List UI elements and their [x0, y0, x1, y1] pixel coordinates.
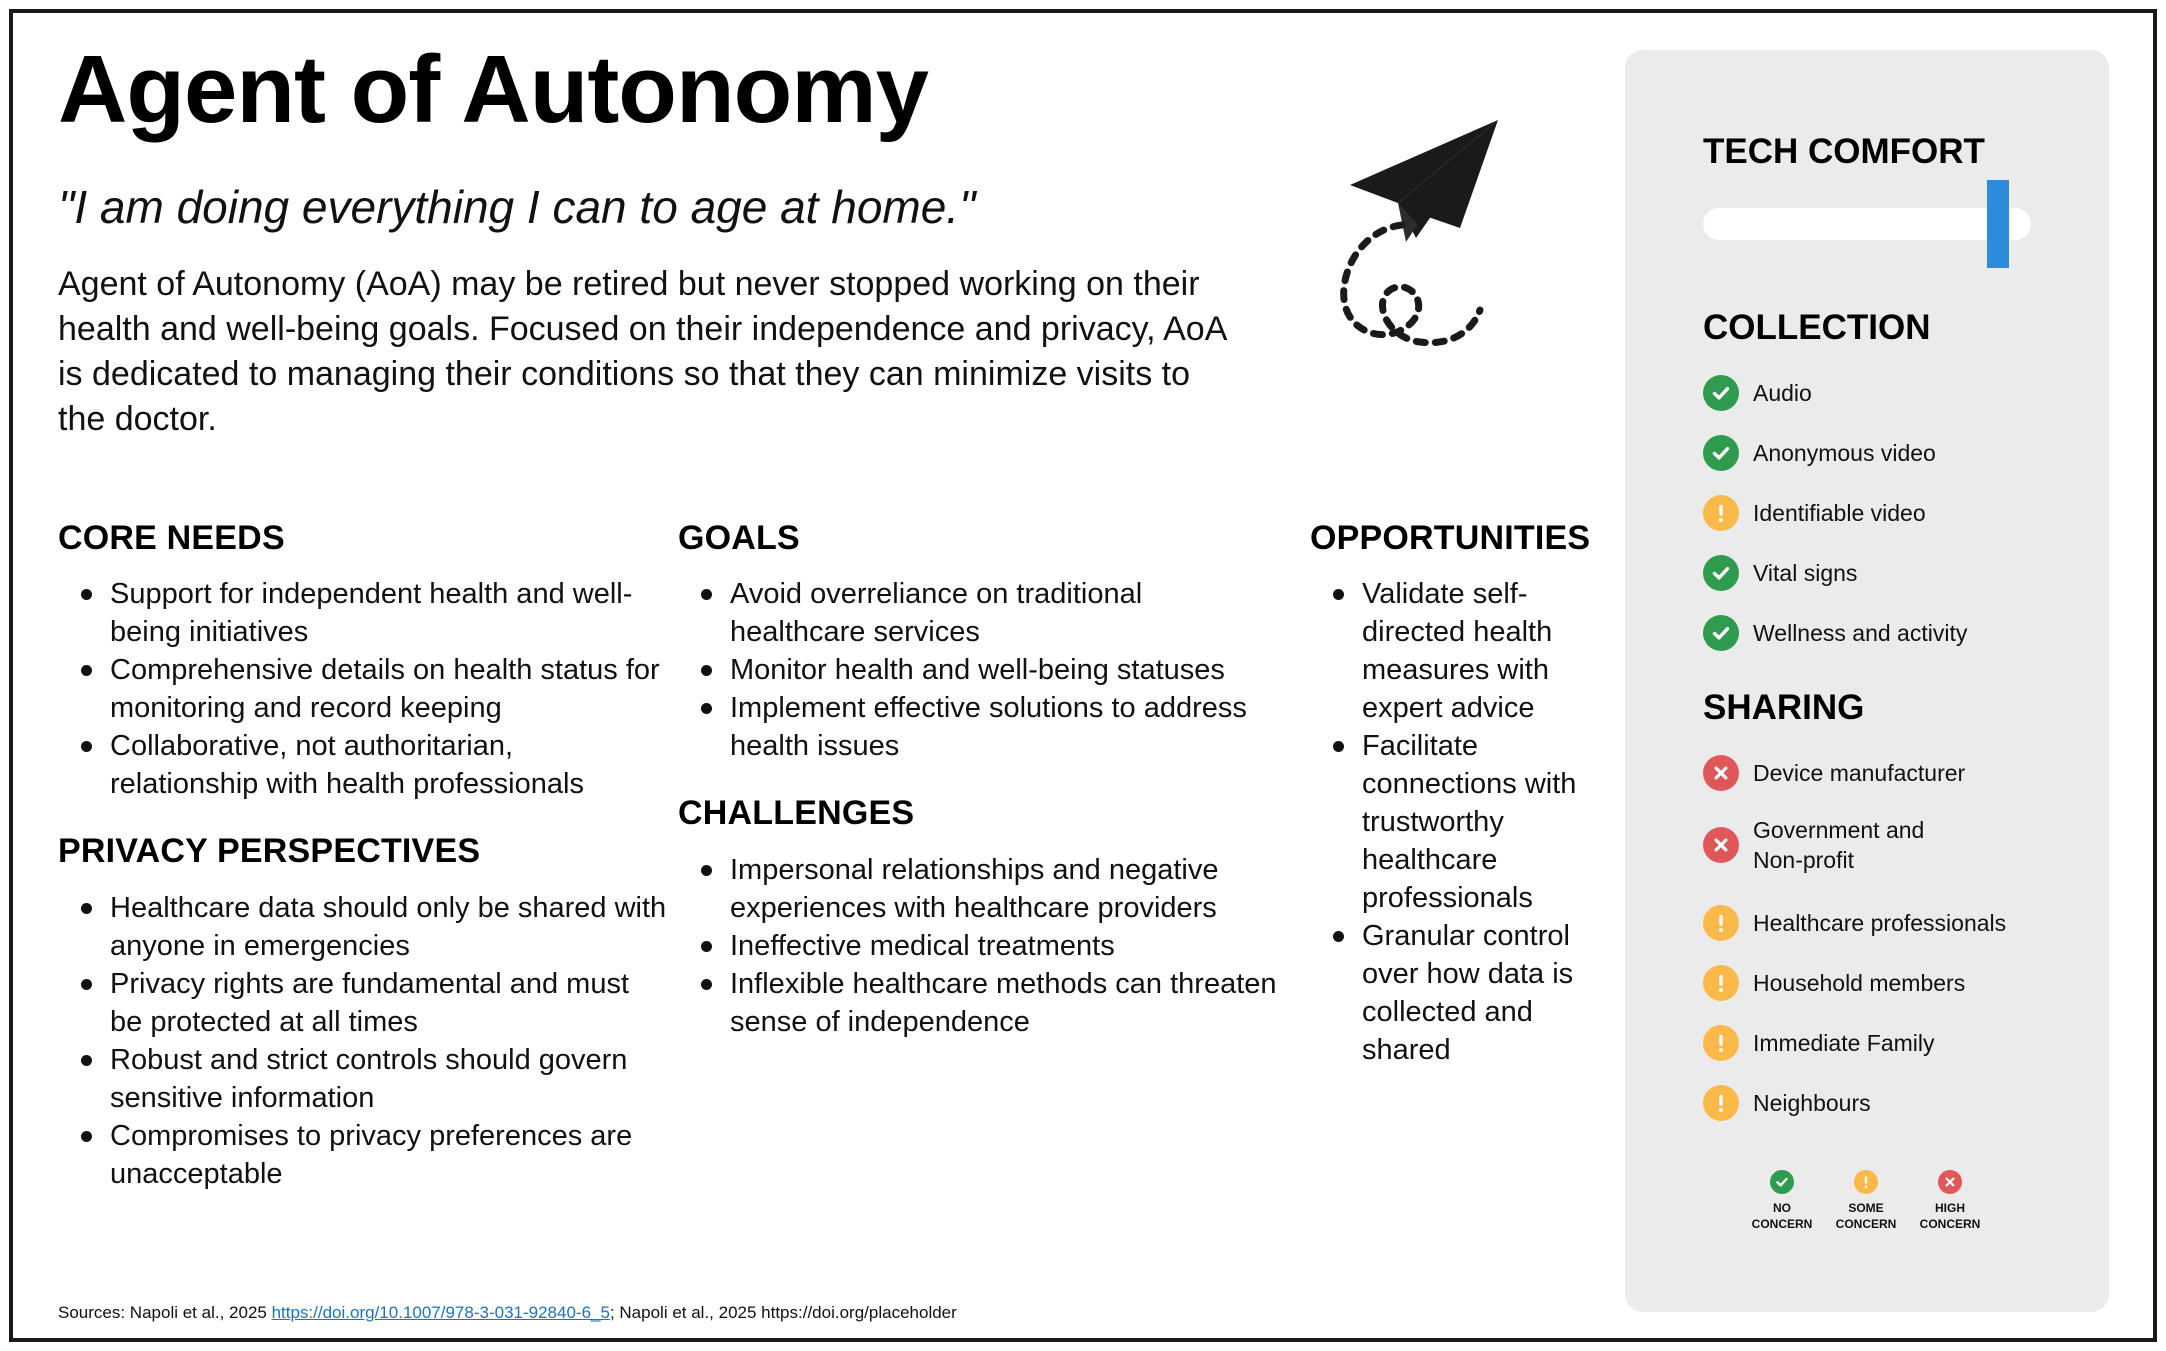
sharing-row: Government and Non-profit [1703, 815, 1924, 875]
legend-item: NO CONCERN [1737, 1170, 1827, 1232]
collection-heading: COLLECTION [1703, 308, 1931, 347]
column-left: CORE NEEDS Support for independent healt… [58, 519, 668, 1223]
warning-circle-icon [1703, 495, 1739, 531]
sharing-label: Neighbours [1753, 1090, 1871, 1116]
list-item: Collaborative, not authoritarian, relati… [58, 727, 668, 803]
sharing-row: Neighbours [1703, 1085, 1871, 1121]
list-item: Facilitate connections with trustworthy … [1310, 727, 1610, 917]
list-item: Implement effective solutions to address… [678, 689, 1278, 765]
goals-heading: GOALS [678, 519, 800, 557]
warning-circle-icon [1703, 1025, 1739, 1061]
sharing-label: Device manufacturer [1753, 760, 1966, 786]
core-needs-list: Support for independent health and well-… [58, 575, 668, 803]
sharing-heading: SHARING [1703, 688, 1865, 727]
list-item: Support for independent health and well-… [58, 575, 668, 651]
collection-label: Wellness and activity [1753, 620, 1968, 646]
tech-comfort-track [1703, 208, 2031, 240]
opportunities-list: Validate self-directed health measures w… [1310, 575, 1610, 1069]
page-frame [9, 9, 2157, 1342]
sharing-row: Immediate Family [1703, 1025, 1934, 1061]
warning-circle-icon [1703, 905, 1739, 941]
list-item: Ineffective medical treatments [678, 927, 1278, 965]
challenges-list: Impersonal relationships and negative ex… [678, 851, 1278, 1041]
warning-circle-icon [1703, 1085, 1739, 1121]
list-item: Healthcare data should only be shared wi… [58, 889, 668, 965]
sharing-label: Household members [1753, 970, 1966, 996]
list-item: Compromises to privacy preferences are u… [58, 1117, 668, 1193]
legend-label: NO CONCERN [1751, 1201, 1813, 1231]
list-item: Monitor health and well-being statuses [678, 651, 1278, 689]
sharing-label: Immediate Family [1753, 1030, 1935, 1056]
sharing-row: Household members [1703, 965, 1965, 1001]
collection-label: Identifiable video [1753, 500, 1926, 526]
privacy-profile-panel: TECH COMFORT COLLECTION Audio Anonymous v… [1625, 50, 2109, 1312]
privacy-perspectives-heading: PRIVACY PERSPECTIVES [58, 832, 481, 871]
collection-row: Vital signs [1703, 555, 1857, 591]
source-link[interactable]: https://doi.org/10.1007/978-3-031-92840-… [271, 1303, 610, 1322]
sharing-label: Government and Non-profit [1753, 817, 1925, 873]
x-circle-icon [1938, 1170, 1962, 1194]
legend-label: SOME CONCERN [1835, 1201, 1897, 1231]
legend-label: HIGH CONCERN [1919, 1201, 1981, 1231]
tech-comfort-indicator [1987, 180, 2010, 268]
collection-row: Wellness and activity [1703, 615, 1967, 651]
check-circle-icon [1703, 555, 1739, 591]
list-item: Avoid overreliance on traditional health… [678, 575, 1278, 651]
collection-row: Audio [1703, 375, 1812, 411]
warning-circle-icon [1703, 965, 1739, 1001]
collection-row: Identifiable video [1703, 495, 1926, 531]
list-item: Validate self-directed health measures w… [1310, 575, 1610, 727]
column-middle: GOALS Avoid overreliance on traditional … [678, 519, 1278, 1071]
sharing-label: Healthcare professionals [1753, 910, 2007, 936]
check-circle-icon [1703, 615, 1739, 651]
list-item: Robust and strict controls should govern… [58, 1041, 668, 1117]
collection-label: Audio [1753, 380, 1812, 406]
persona-intro: Agent of Autonomy (AoA) may be retired b… [58, 265, 1226, 438]
warning-circle-icon [1854, 1170, 1878, 1194]
sharing-row: Device manufacturer [1703, 755, 1965, 791]
sources-line: Sources: Napoli et al., 2025 https://doi… [58, 1303, 957, 1323]
core-needs-heading: CORE NEEDS [58, 519, 285, 557]
collection-label: Vital signs [1753, 560, 1858, 586]
list-item: Privacy rights are fundamental and must … [58, 965, 668, 1041]
check-circle-icon [1703, 435, 1739, 471]
sources-prefix: Sources: Napoli et al., 2025 [58, 1303, 272, 1322]
x-circle-icon [1703, 755, 1739, 791]
list-item: Impersonal relationships and negative ex… [678, 851, 1278, 927]
sharing-row: Healthcare professionals [1703, 905, 2006, 941]
goals-list: Avoid overreliance on traditional health… [678, 575, 1278, 765]
collection-label: Anonymous video [1753, 440, 1936, 466]
persona-title: Agent of Autonomy [58, 36, 929, 143]
column-right: OPPORTUNITIES Validate self-directed hea… [1310, 519, 1610, 1099]
paper-plane-icon [1340, 120, 1498, 347]
check-circle-icon [1703, 375, 1739, 411]
challenges-heading: CHALLENGES [678, 794, 915, 833]
persona-quote: "I am doing everything I can to age at h… [58, 181, 976, 233]
tech-comfort-heading: TECH COMFORT [1703, 132, 1985, 171]
privacy-perspectives-list: Healthcare data should only be shared wi… [58, 889, 668, 1193]
collection-row: Anonymous video [1703, 435, 1936, 471]
check-circle-icon [1770, 1170, 1794, 1194]
opportunities-heading: OPPORTUNITIES [1310, 519, 1591, 557]
list-item: Inflexible healthcare methods can threat… [678, 965, 1278, 1041]
list-item: Comprehensive details on health status f… [58, 651, 668, 727]
x-circle-icon [1703, 827, 1739, 863]
legend-item: SOME CONCERN [1821, 1170, 1911, 1232]
legend-item: HIGH CONCERN [1905, 1170, 1995, 1232]
sources-suffix: ; Napoli et al., 2025 https://doi.org/pl… [609, 1303, 957, 1322]
list-item: Granular control over how data is collec… [1310, 917, 1610, 1069]
